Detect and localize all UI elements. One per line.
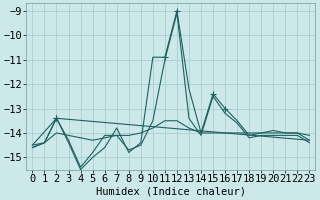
X-axis label: Humidex (Indice chaleur): Humidex (Indice chaleur) bbox=[96, 187, 246, 197]
